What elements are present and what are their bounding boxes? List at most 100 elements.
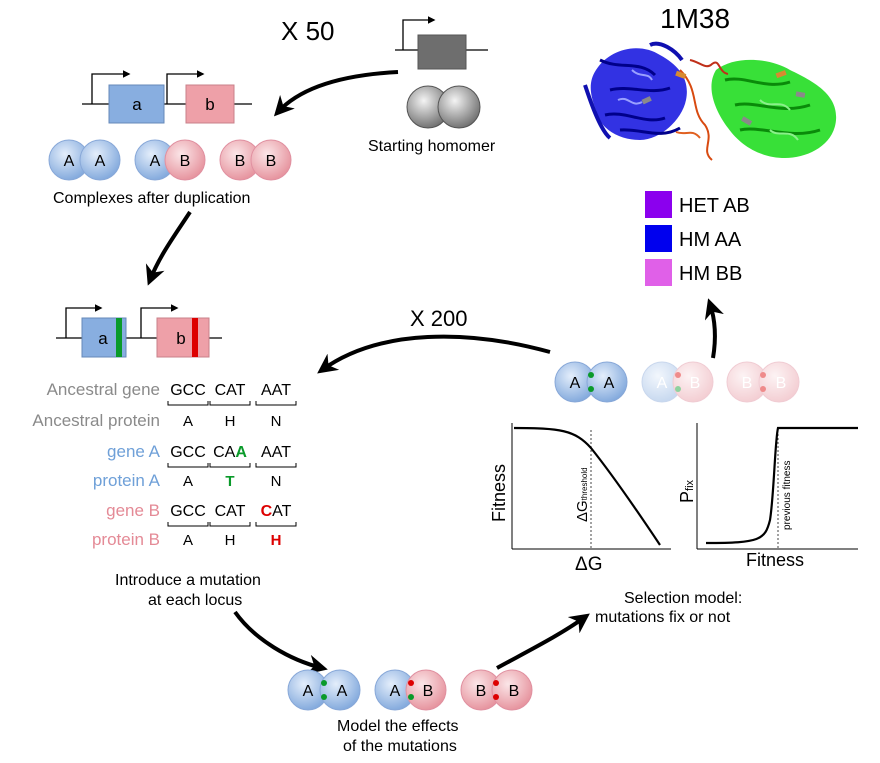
pdb-id-label: 1M38 <box>660 3 730 34</box>
outcome-complex-aa <box>554 361 628 403</box>
amino-acid: T <box>225 473 234 490</box>
subunit-label: B <box>423 683 434 700</box>
arrow-to-selection <box>496 613 590 670</box>
codon-bracket <box>209 463 251 468</box>
pfix-curve <box>705 426 858 545</box>
amino-acid: H <box>225 413 236 430</box>
amino-acid: H <box>271 532 282 549</box>
subunit-label: B <box>476 683 487 700</box>
x200-label: X 200 <box>410 306 468 331</box>
subunit-label: A <box>303 683 314 700</box>
model-complex-ab <box>374 669 447 711</box>
starting-homomer-label: Starting homomer <box>368 138 496 155</box>
model-complex-aa <box>287 669 361 711</box>
codon-bracket <box>255 401 297 406</box>
amino-acid: N <box>271 413 282 430</box>
amino-acid: H <box>225 532 236 549</box>
legend-label: HET AB <box>679 195 750 217</box>
fitness-curve <box>513 426 661 546</box>
complexes-after-duplication-label: Complexes after duplication <box>53 190 250 207</box>
amino-acid: N <box>271 473 282 490</box>
subunit-label: A <box>390 683 401 700</box>
sequence-row-label: gene A <box>107 442 161 461</box>
protein-structure-image <box>583 41 837 161</box>
sequence-row-label: Ancestral gene <box>47 380 160 399</box>
codon-bracket <box>167 401 209 406</box>
model-effects-line1: Model the effects <box>337 718 459 735</box>
legend: HET AB HM AA HM BB <box>645 191 750 286</box>
subunit-label: A <box>64 153 75 170</box>
subunit-label: A <box>337 683 348 700</box>
duplicated-genes <box>82 70 252 124</box>
model-complex-bb <box>460 669 533 711</box>
introduce-mutation-line2: at each locus <box>148 592 242 609</box>
subunit-label: A <box>95 153 106 170</box>
fitness-plot <box>511 423 671 550</box>
previous-fitness-label: previous fitness <box>782 461 793 530</box>
introduce-mutation-line1: Introduce a mutation <box>115 572 261 589</box>
pfix-xlabel: Fitness <box>746 550 804 570</box>
amino-acid: A <box>183 413 193 430</box>
fitness-ylabel: Fitness <box>489 464 509 522</box>
subunit-label: B <box>776 375 787 392</box>
arrow-duplication <box>273 70 399 117</box>
subunit-label: B <box>235 153 246 170</box>
subunit-label: B <box>266 153 277 170</box>
selection-model-line1: Selection model: <box>624 590 742 607</box>
legend-label: HM BB <box>679 263 742 285</box>
legend-label: HM AA <box>679 229 742 251</box>
sequence-row-label: Ancestral protein <box>32 411 160 430</box>
gene-b-label: b <box>205 95 214 114</box>
complex-bb <box>219 139 292 181</box>
codon: CAA <box>213 444 247 461</box>
subunit-label: A <box>570 375 581 392</box>
subunit-label: A <box>604 375 615 392</box>
codon-bracket <box>167 463 209 468</box>
subunit-label: B <box>690 375 701 392</box>
starting-homomer-icon <box>406 85 481 129</box>
codon-bracket <box>167 522 209 527</box>
pfix-ylabel: Pfix <box>677 479 697 503</box>
mutated-gene-a-label: a <box>98 329 108 348</box>
codon-bracket <box>209 401 251 406</box>
starting-gene <box>395 16 488 70</box>
sequence-row-label: protein B <box>92 530 160 549</box>
arrow-to-model <box>233 610 328 675</box>
subunit-label: A <box>657 375 668 392</box>
codon: GCC <box>170 503 206 520</box>
threshold-label: ΔGthreshold <box>574 467 591 522</box>
fitness-xlabel: ΔG <box>575 554 602 575</box>
mutated-genes <box>56 304 222 358</box>
x50-label: X 50 <box>281 16 335 46</box>
gene-a-label: a <box>132 95 142 114</box>
codon: CAT <box>261 503 292 520</box>
codon: CAT <box>215 382 246 399</box>
outcome-complex-bb <box>726 361 800 403</box>
subunit-label: B <box>509 683 520 700</box>
arrow-loop-back <box>317 334 551 374</box>
arrow-to-mutation <box>145 210 192 286</box>
arrow-to-structure <box>704 298 724 359</box>
amino-acid: A <box>183 532 193 549</box>
pfix-plot <box>696 423 858 550</box>
subunit-label: B <box>742 375 753 392</box>
codon: GCC <box>170 382 206 399</box>
codon: GCC <box>170 444 206 461</box>
threshold-label-group: ΔGthreshold <box>574 467 591 522</box>
complex-aa <box>48 139 121 181</box>
codon: AAT <box>261 382 291 399</box>
codon: AAT <box>261 444 291 461</box>
subunit-label: B <box>180 153 191 170</box>
sequence-row-label: gene B <box>106 501 160 520</box>
legend-swatch <box>645 191 672 218</box>
amino-acid: A <box>183 473 193 490</box>
legend-swatch <box>645 259 672 286</box>
pfix-ylabel-group: Pfix <box>677 479 697 503</box>
model-effects-line2: of the mutations <box>343 738 457 755</box>
legend-swatch <box>645 225 672 252</box>
outcome-complex-ab <box>641 361 714 403</box>
codon: CAT <box>215 503 246 520</box>
